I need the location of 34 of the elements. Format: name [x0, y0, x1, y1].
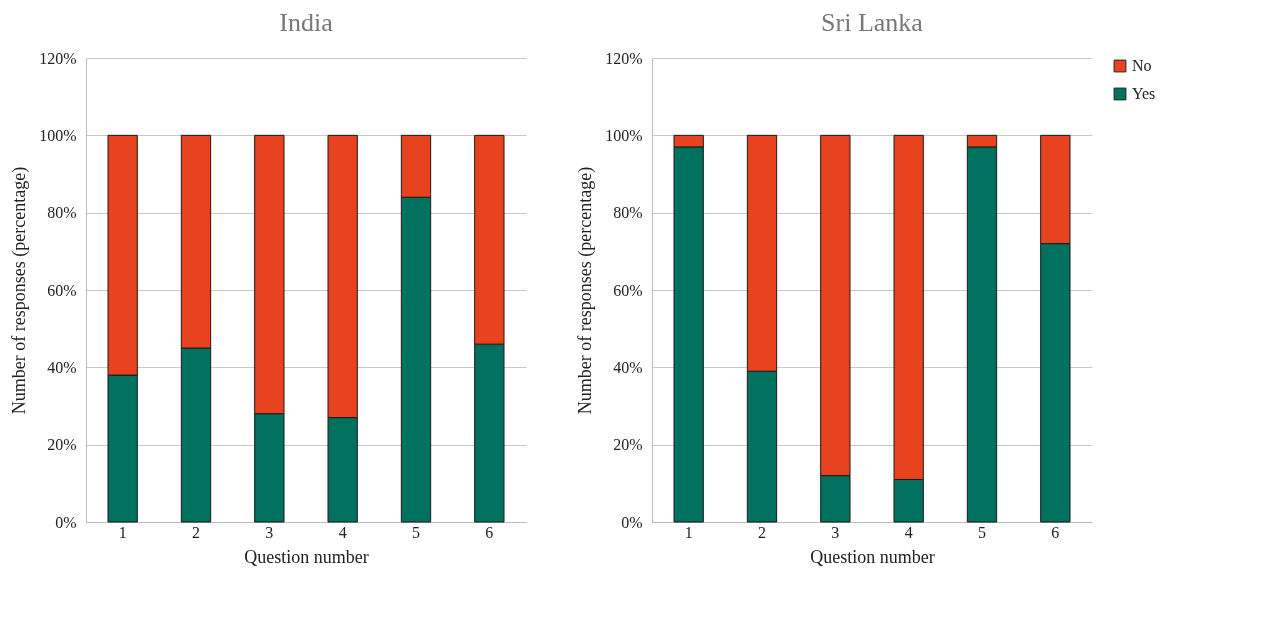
x-axis-title: Question number [810, 546, 935, 567]
y-axis-title: Number of responses (percentage) [9, 166, 31, 415]
y-tick-label: 60% [47, 281, 77, 299]
y-tick-label: 80% [47, 204, 77, 222]
x-tick-label: 3 [265, 523, 274, 541]
y-tick-label: 40% [613, 358, 643, 376]
x-tick-label: 4 [904, 523, 913, 541]
y-tick-label: 20% [47, 436, 77, 454]
x-tick-label: 6 [1051, 523, 1060, 541]
x-tick-label: 6 [485, 523, 494, 541]
legend-label: No [1132, 57, 1152, 74]
x-tick-label: 2 [192, 523, 200, 541]
legend-label: Yes [1132, 85, 1156, 102]
x-tick-label: 2 [758, 523, 766, 541]
y-tick-label: 60% [613, 281, 643, 299]
x-tick-label: 3 [831, 523, 840, 541]
y-tick-label: 0% [621, 513, 643, 531]
x-axis-title: Question number [244, 546, 369, 567]
x-tick-label: 5 [978, 523, 986, 541]
y-tick-label: 80% [613, 204, 643, 222]
x-tick-label: 1 [118, 523, 127, 541]
chart-title: Sri Lanka [821, 8, 924, 37]
y-tick-label: 100% [605, 126, 643, 144]
chart-title: India [279, 8, 334, 37]
y-tick-label: 20% [613, 436, 643, 454]
x-tick-label: 4 [338, 523, 347, 541]
y-tick-label: 100% [39, 126, 77, 144]
x-tick-label: 5 [412, 523, 420, 541]
y-tick-label: 0% [55, 513, 77, 531]
y-tick-label: 120% [39, 49, 77, 67]
y-axis-title: Number of responses (percentage) [575, 166, 597, 415]
y-tick-label: 120% [605, 49, 643, 67]
x-tick-label: 1 [684, 523, 693, 541]
y-tick-label: 40% [47, 358, 77, 376]
